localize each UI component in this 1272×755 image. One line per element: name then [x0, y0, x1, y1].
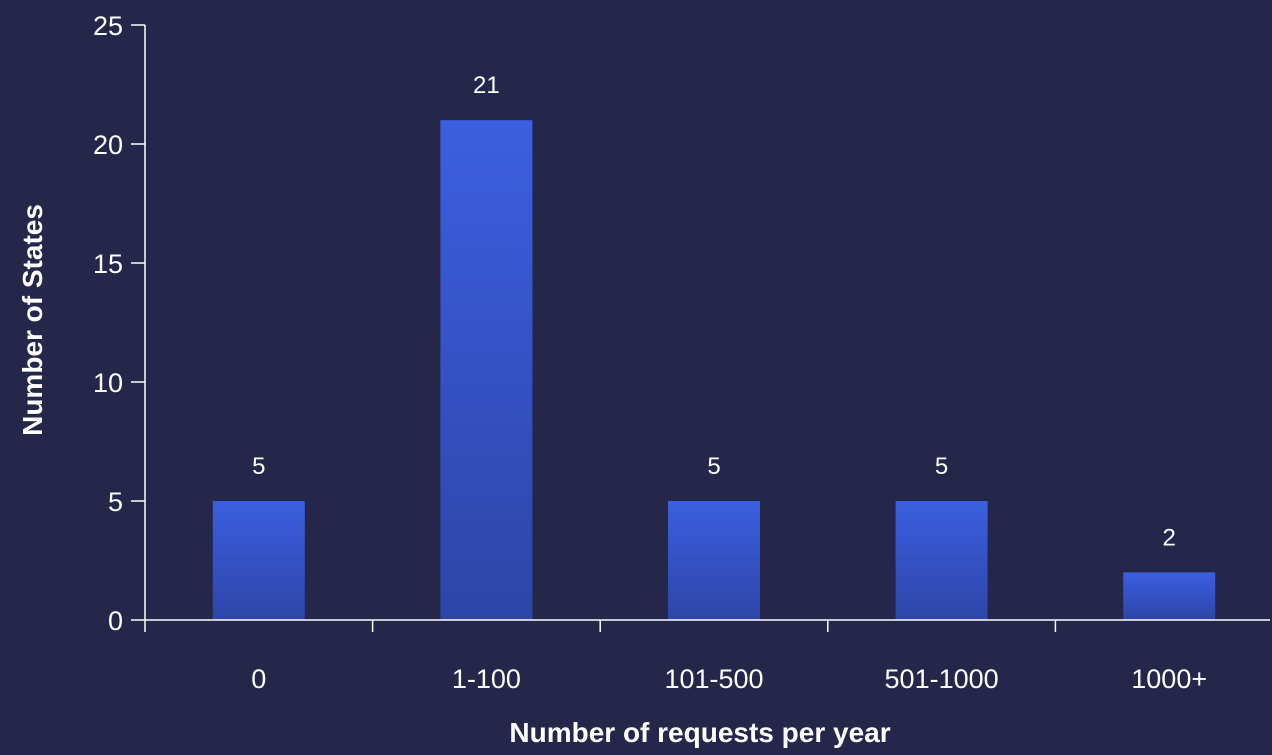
- x-tick-label: 1-100: [452, 664, 521, 694]
- y-tick-label: 10: [93, 368, 123, 398]
- bar: [440, 120, 533, 620]
- y-tick-label: 0: [108, 606, 123, 636]
- y-tick-label: 20: [93, 130, 123, 160]
- x-tick-label: 0: [251, 664, 266, 694]
- y-tick-label: 15: [93, 249, 123, 279]
- y-ticks-group: 0 5 10 15 20 25: [93, 11, 145, 636]
- y-axis-title: Number of States: [17, 204, 48, 436]
- data-label: 5: [252, 453, 265, 480]
- x-tick-label: 1000+: [1131, 664, 1207, 694]
- bar: [895, 501, 988, 620]
- bar: [1123, 572, 1216, 620]
- y-tick-label: 5: [108, 487, 123, 517]
- data-label: 5: [935, 453, 948, 480]
- y-tick-label: 25: [93, 11, 123, 41]
- data-label: 21: [473, 72, 500, 99]
- bar: [212, 501, 305, 620]
- bars-group: [212, 120, 1216, 620]
- x-tick-label: 101-500: [664, 664, 763, 694]
- x-tick-label: 501-1000: [885, 664, 999, 694]
- bar: [668, 501, 760, 620]
- data-labels-group: 5 21 5 5 2: [252, 72, 1176, 551]
- axes-group: [144, 25, 1270, 621]
- data-label: 5: [707, 453, 720, 480]
- x-ticks-group: 0 1-100 101-500 501-1000 1000+: [144, 620, 1207, 694]
- x-axis-title: Number of requests per year: [509, 717, 890, 748]
- data-label: 2: [1163, 524, 1176, 551]
